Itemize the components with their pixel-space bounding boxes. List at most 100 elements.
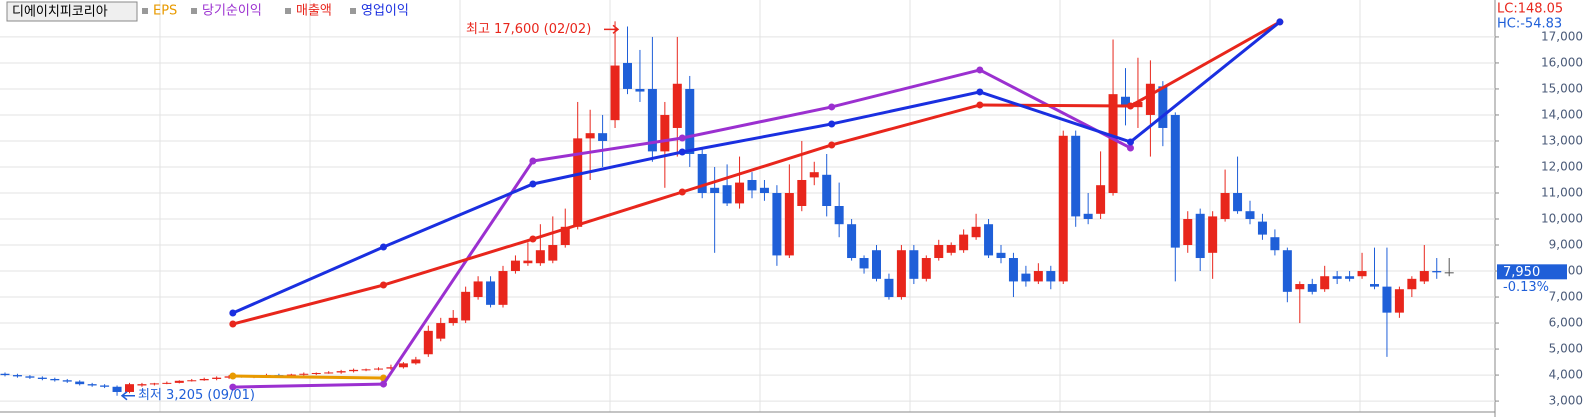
candle-body (797, 179, 807, 206)
candle-body (1183, 219, 1193, 246)
price-tag-label: 7,950 (1503, 265, 1540, 280)
candle-body (548, 245, 558, 261)
candle-body (1021, 273, 1031, 282)
candle-body (1008, 258, 1018, 282)
legend-title[interactable]: 디에이치피코리아 (12, 5, 108, 20)
legend: 디에이치피코리아 EPS 당기순이익 매출액 영업이익 (6, 1, 409, 22)
y-tick-label: 6,000 (1549, 316, 1583, 330)
candle-body (759, 187, 769, 193)
overlay-line (232, 20, 1281, 326)
candle-body (37, 377, 47, 379)
candle-body (187, 380, 197, 382)
candle-body (386, 367, 396, 369)
legend-item[interactable]: 영업이익 (361, 4, 409, 19)
candle-body (735, 182, 745, 204)
candle-body (896, 250, 906, 298)
candle-body (162, 382, 172, 384)
candle-body (1058, 135, 1068, 282)
legend-item[interactable]: EPS (153, 4, 177, 19)
candle-body (1307, 284, 1317, 292)
candle-body (125, 384, 134, 392)
candle-body (934, 245, 944, 259)
vertical-grid (159, 0, 1361, 412)
overlay-point (1126, 144, 1134, 152)
candle-body (921, 258, 931, 279)
candle-body (747, 179, 757, 191)
y-tick-label: 3,000 (1549, 394, 1583, 408)
annotation-arrow (120, 391, 135, 401)
annotation: 최고 17,600 (02/02) (466, 22, 591, 37)
y-tick-label: 7,000 (1549, 290, 1583, 304)
candle-body (0, 373, 10, 376)
candle-body (647, 88, 657, 152)
candle-body (1071, 135, 1081, 217)
candle-body (971, 226, 981, 238)
candle-body (1394, 289, 1404, 313)
overlay-point (678, 134, 686, 142)
candle-body (311, 372, 321, 374)
candle-body (324, 372, 334, 374)
legend-item[interactable]: 당기순이익 (202, 4, 262, 19)
legend-marker (350, 8, 356, 14)
candle-body (1208, 216, 1218, 253)
candle-body (1233, 192, 1243, 212)
candle-body (461, 291, 471, 321)
candle-body (672, 83, 682, 128)
candle-body (710, 187, 720, 193)
candle-body (772, 192, 782, 256)
candle-body (374, 368, 383, 370)
candle-body (486, 281, 496, 305)
candle-body (137, 384, 147, 386)
candle-body (984, 224, 994, 256)
candle-body (1282, 250, 1292, 292)
candle-body (286, 374, 296, 376)
overlay-point (828, 120, 836, 128)
candle-body (1370, 284, 1379, 287)
candle-body (1345, 276, 1355, 279)
candle-body (1108, 94, 1118, 193)
y-tick-label: 15,000 (1541, 81, 1583, 95)
candle-body (112, 386, 122, 392)
candle-body (1270, 237, 1280, 251)
candle-body (448, 317, 458, 324)
candle-body (1432, 271, 1442, 273)
overlay-point (229, 372, 237, 380)
candle-body (722, 185, 732, 204)
legend-marker (142, 8, 148, 14)
candle-body (498, 271, 508, 305)
candle-body (212, 377, 222, 379)
y-tick-label: 16,000 (1541, 55, 1583, 69)
candle-body (75, 381, 85, 385)
legend-item[interactable]: 매출액 (296, 4, 332, 19)
y-tick-label: 14,000 (1541, 107, 1583, 121)
change-label: -0.13% (1503, 280, 1549, 295)
candle-body (87, 384, 97, 386)
candle-body (809, 172, 819, 178)
legend-box (6, 1, 138, 22)
candle-body (199, 378, 209, 381)
candle-body (909, 250, 919, 279)
overlay-point (678, 148, 686, 156)
candle-body (299, 373, 309, 375)
overlay-point (379, 243, 387, 251)
overlay-point (229, 320, 237, 328)
overlay-point (976, 101, 984, 109)
candle-body (1257, 221, 1267, 235)
candle-body (1033, 271, 1043, 282)
candle-body (1096, 185, 1106, 214)
candle-body (224, 376, 234, 378)
y-tick-label: 12,000 (1541, 159, 1583, 173)
candle-body (623, 62, 632, 89)
candle-body (884, 278, 894, 298)
candle-body (535, 250, 545, 264)
overlay-point (229, 309, 237, 317)
candle-body (1295, 284, 1305, 290)
candle-body (398, 363, 408, 368)
candle-body (423, 330, 433, 355)
candle-body (25, 376, 35, 378)
candle-body (573, 138, 583, 227)
overlay-point (529, 235, 537, 243)
candle-body (336, 371, 346, 373)
overlay-line (232, 20, 1281, 315)
